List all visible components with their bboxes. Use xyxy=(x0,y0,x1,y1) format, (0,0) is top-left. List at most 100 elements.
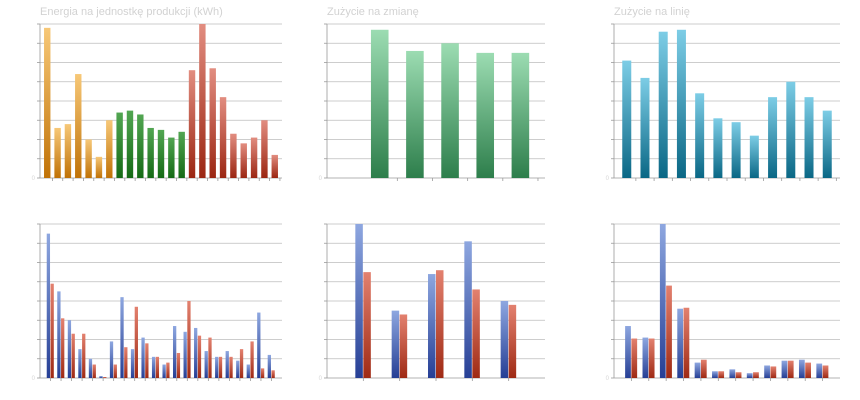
bar-0 xyxy=(370,29,389,179)
bar-series-0-14 xyxy=(194,327,198,378)
y-tick-label: 0 xyxy=(606,176,610,182)
bar-22 xyxy=(271,154,278,178)
bar-series-1-12 xyxy=(176,352,181,378)
bar-11 xyxy=(157,129,165,178)
bar-13 xyxy=(178,131,185,178)
bar-series-1-1 xyxy=(648,338,655,378)
bar-series-1-8 xyxy=(770,366,777,378)
bar-series-1-3 xyxy=(82,333,86,378)
bar-series-0-1 xyxy=(391,310,400,378)
bar-series-0-20 xyxy=(257,312,261,378)
bar-series-1-0 xyxy=(363,272,371,378)
bar-series-0-18 xyxy=(236,360,240,378)
bar-series-1-15 xyxy=(208,337,212,378)
bar-5 xyxy=(713,118,723,178)
bar-series-1-8 xyxy=(134,306,138,378)
bar-series-1-2 xyxy=(666,285,672,378)
bar-4 xyxy=(85,139,92,178)
bar-series-1-9 xyxy=(145,343,149,378)
bar-series-1-10 xyxy=(155,356,160,378)
bar-series-1-9 xyxy=(787,360,794,378)
bar-series-1-1 xyxy=(61,318,65,378)
bar-7 xyxy=(116,112,123,178)
bar-series-1-4 xyxy=(700,359,707,378)
bar-series-0-8 xyxy=(764,365,770,378)
bar-6 xyxy=(106,120,113,178)
bar-series-0-13 xyxy=(183,331,187,378)
bar-series-0-2 xyxy=(659,224,666,378)
bar-series-0-4 xyxy=(88,358,93,378)
y-tick-label: 0 xyxy=(319,176,323,182)
bar-series-0-16 xyxy=(215,356,219,378)
bar-series-1-7 xyxy=(124,347,128,378)
bar-8 xyxy=(768,97,778,178)
bar-series-0-7 xyxy=(120,297,124,378)
bar-series-0-10 xyxy=(151,356,156,378)
bar-series-0-7 xyxy=(746,373,753,378)
bar-series-1-2 xyxy=(71,333,75,378)
bar-series-1-17 xyxy=(229,356,233,378)
bar-series-1-2 xyxy=(436,270,444,378)
bar-series-0-19 xyxy=(246,364,250,378)
bar-series-1-20 xyxy=(260,368,265,378)
bar-3 xyxy=(476,52,495,178)
bar-series-1-19 xyxy=(250,341,254,378)
bar-9 xyxy=(137,114,144,178)
bar-16 xyxy=(209,68,216,178)
bar-18 xyxy=(230,133,237,178)
bar-series-0-17 xyxy=(225,351,229,378)
bar-series-0-4 xyxy=(694,362,701,378)
bar-14 xyxy=(188,70,196,178)
bar-1 xyxy=(54,127,61,178)
bar-series-0-1 xyxy=(642,337,649,378)
y-tick-label: 0 xyxy=(32,376,36,382)
bar-series-0-1 xyxy=(57,291,61,378)
bar-series-0-3 xyxy=(677,308,684,378)
chart-consumption-per-line: Zużycie na linię 0 xyxy=(606,6,840,182)
chart-consumption-per-shift: Zużycie na zmianę 0 xyxy=(319,6,545,182)
chart-comparison-middle: 0 xyxy=(319,223,545,382)
bar-4 xyxy=(511,52,530,178)
bar-21 xyxy=(261,120,268,178)
bar-series-0-2 xyxy=(67,320,72,378)
bar-series-0-10 xyxy=(798,359,805,378)
bar-series-0-21 xyxy=(267,354,271,378)
bar-12 xyxy=(168,137,175,178)
y-tick-label: 0 xyxy=(32,176,36,182)
bar-1 xyxy=(406,50,424,179)
bar-series-1-6 xyxy=(735,372,742,378)
bar-series-0-0 xyxy=(625,326,631,378)
bar-2 xyxy=(64,124,72,178)
bar-17 xyxy=(219,97,227,178)
bar-series-0-6 xyxy=(109,341,114,378)
bar-series-1-18 xyxy=(239,349,244,378)
bar-11 xyxy=(822,110,832,178)
bar-series-0-9 xyxy=(781,360,788,378)
bar-19 xyxy=(240,143,247,178)
chart-energy-per-unit: Energia na jednostkę produkcji (kWh) 0 xyxy=(32,6,282,182)
bar-2 xyxy=(441,43,459,178)
bar-series-1-14 xyxy=(197,335,202,378)
chart-title: Energia na jednostkę produkcji (kWh) xyxy=(40,6,223,18)
bar-series-0-0 xyxy=(355,224,363,378)
bar-8 xyxy=(126,110,134,178)
bar-series-0-3 xyxy=(464,241,472,378)
bar-series-1-5 xyxy=(718,371,725,378)
bar-series-0-15 xyxy=(204,351,208,378)
bar-15 xyxy=(199,24,206,178)
bar-series-0-11 xyxy=(816,363,823,378)
bar-series-1-4 xyxy=(508,304,517,378)
y-tick-label: 0 xyxy=(319,376,323,382)
bar-10 xyxy=(147,127,154,178)
bar-6 xyxy=(731,122,741,178)
bar-5 xyxy=(95,156,103,178)
bar-9 xyxy=(786,81,796,178)
bar-series-1-10 xyxy=(805,362,811,378)
bar-1 xyxy=(640,77,650,178)
bar-series-1-3 xyxy=(683,307,690,378)
bar-series-0-9 xyxy=(141,337,145,378)
bar-series-0-4 xyxy=(500,301,509,378)
bar-series-0-5 xyxy=(99,376,103,378)
